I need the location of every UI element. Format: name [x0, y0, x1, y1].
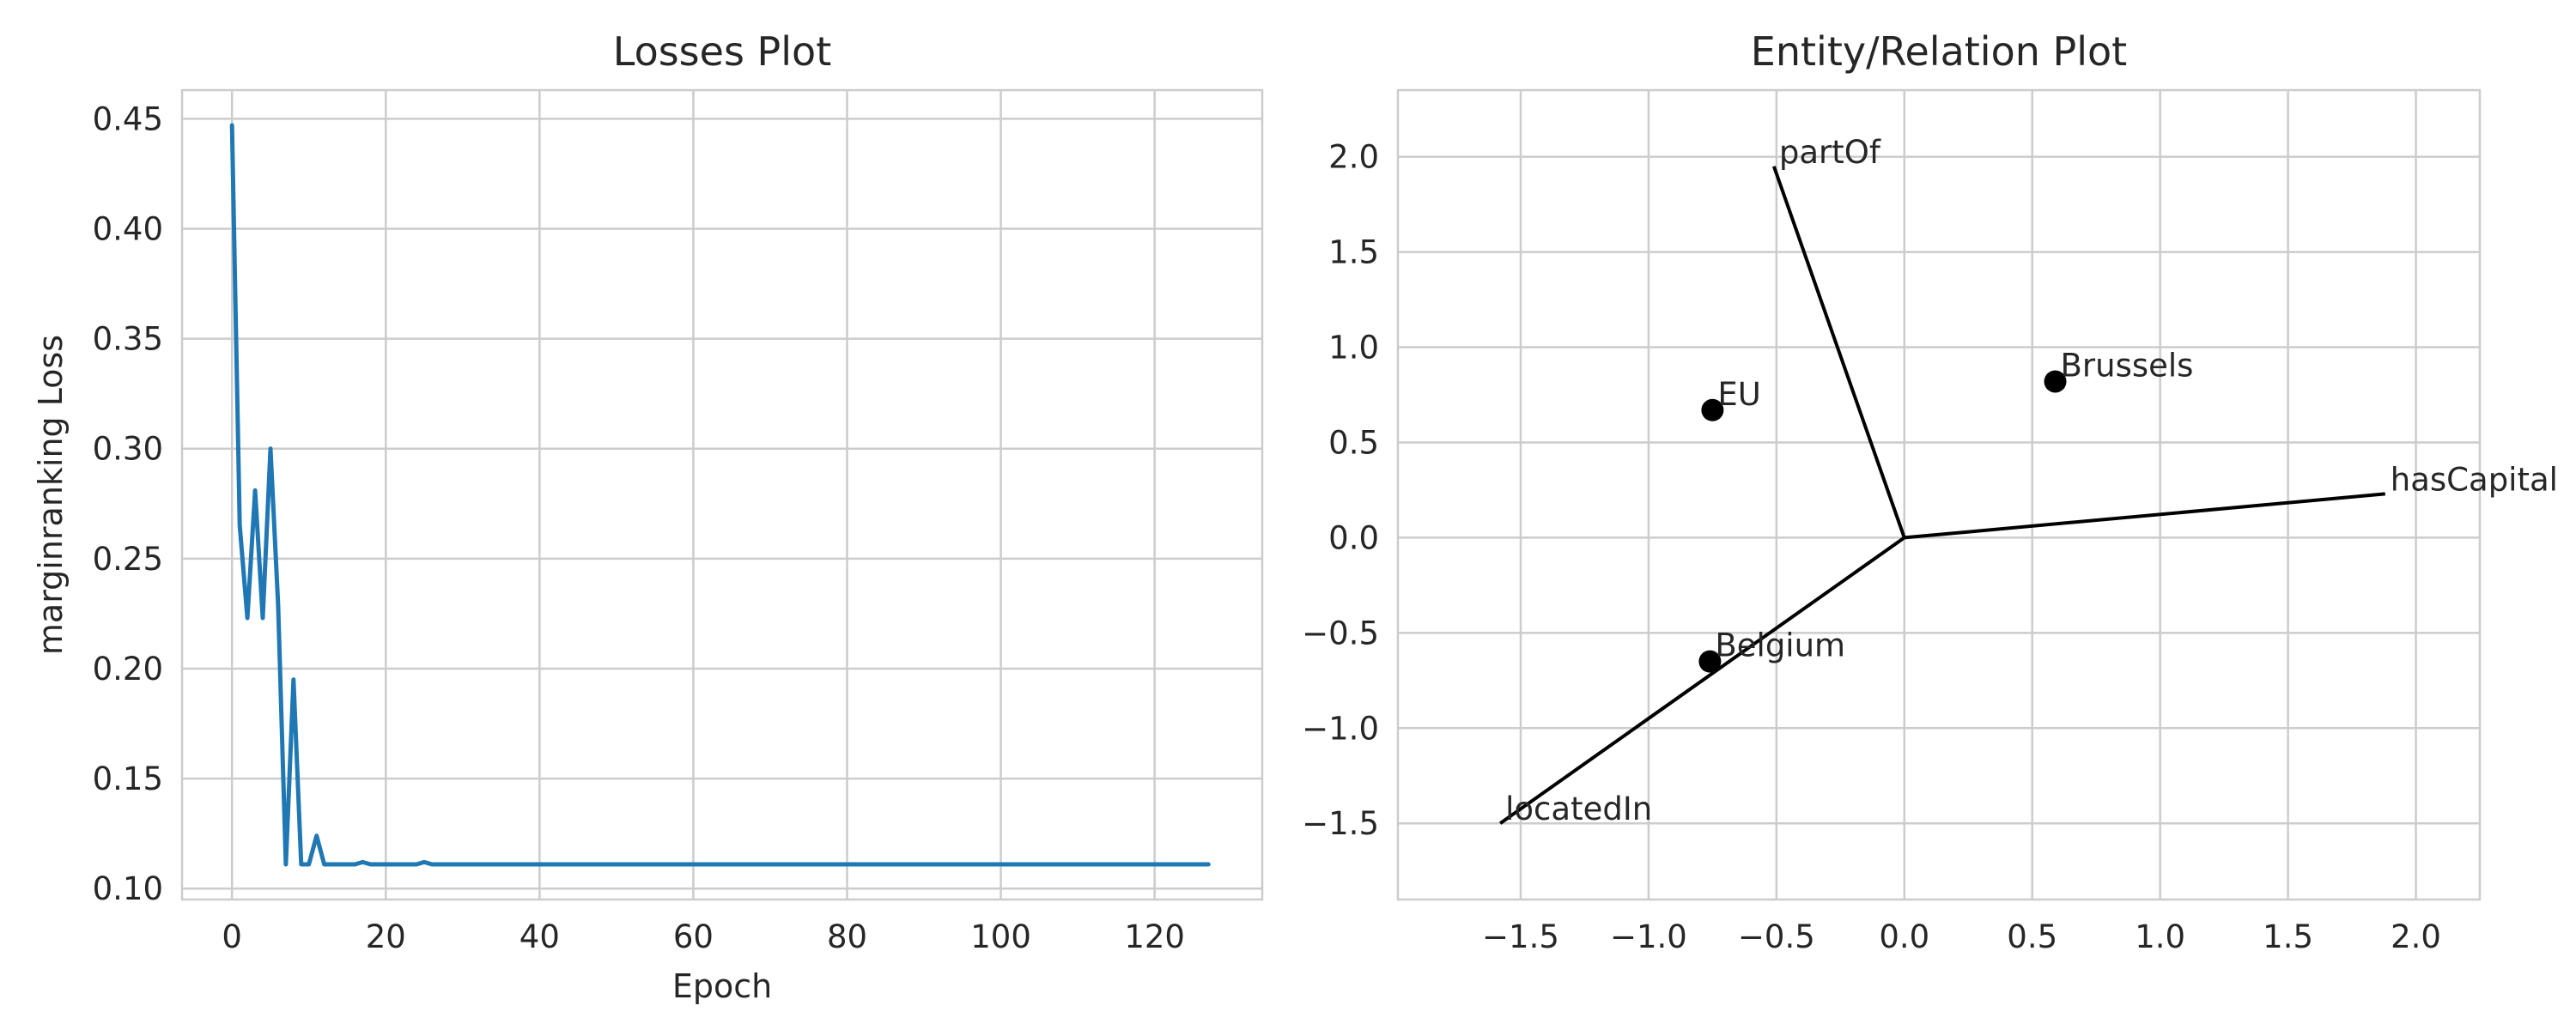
x-tick-label: 2.0	[2391, 918, 2441, 955]
y-tick-label: 2.0	[1328, 139, 1379, 176]
x-tick-label: −1.0	[1610, 918, 1687, 955]
y-tick-label: −1.5	[1302, 805, 1379, 842]
y-tick-label: 0.20	[93, 651, 163, 688]
plot-frame	[180, 88, 1264, 901]
relation-label: hasCapital	[2391, 461, 2558, 498]
loss-line	[229, 123, 1211, 867]
x-tick-label: 1.0	[2135, 918, 2185, 955]
chart-title: Entity/Relation Plot	[1751, 28, 2127, 75]
relation-vector-partOf	[1771, 166, 1906, 539]
relation-label: locatedIn	[1505, 791, 1652, 827]
y-tick-label: 0.45	[93, 100, 163, 137]
y-axis-label: marginranking Loss	[32, 335, 70, 655]
entity-relation-plot-panel: −1.5 −1.0 −0.5 0.0 0.5 1.0 1.5 2.0 −1.5 −1.0 −0.5 0…	[1302, 28, 2558, 955]
losses-plot-panel: 0 20 40 60 80 100 120 0.10 0.15 0.20 0.25 0.30 0.35 0…	[32, 28, 1264, 1005]
entity-label: Brussels	[2061, 347, 2194, 384]
x-tick-label: −0.5	[1738, 918, 1815, 955]
x-tick-label: 1.5	[2263, 918, 2313, 955]
x-tick-label: 0.0	[1879, 918, 1929, 955]
y-tick-label: 0.0	[1328, 519, 1379, 556]
entity-label: Belgium	[1715, 627, 1845, 664]
y-tick-label: 0.15	[93, 760, 163, 797]
y-tick-label: 1.0	[1328, 330, 1379, 367]
relation-vector-locatedIn	[1498, 536, 1905, 825]
y-tick-label: 0.10	[93, 870, 163, 907]
plot-frame	[1396, 88, 2482, 901]
x-axis-label: Epoch	[672, 967, 772, 1005]
y-tick-label: −1.0	[1302, 710, 1379, 747]
y-tick-label: 0.35	[93, 321, 163, 358]
y-tick-label: −0.5	[1302, 615, 1379, 651]
x-tick-label: 40	[519, 918, 560, 955]
x-tick-label: 80	[827, 918, 867, 955]
y-tick-label: 0.30	[93, 431, 163, 468]
y-tick-label: 0.25	[93, 541, 163, 578]
y-tick-label: 0.5	[1328, 424, 1379, 461]
relation-label: partOf	[1779, 134, 1881, 171]
entity-point-belgium	[1698, 650, 1722, 673]
x-tick-label: 100	[970, 918, 1031, 955]
x-tick-label: 60	[673, 918, 714, 955]
x-tick-label: 120	[1124, 918, 1185, 955]
x-tick-label: 0.5	[2007, 918, 2057, 955]
entity-label: EU	[1717, 376, 1760, 413]
entity-point-brussels	[2044, 370, 2067, 393]
x-tick-label: 0	[222, 918, 242, 955]
entity-point-eu	[1701, 398, 1724, 421]
chart-title: Losses Plot	[613, 28, 831, 75]
relation-vector-hasCapital	[1904, 492, 2385, 540]
y-tick-label: 1.5	[1328, 234, 1379, 271]
x-tick-label: −1.5	[1482, 918, 1559, 955]
y-tick-label: 0.40	[93, 210, 163, 247]
x-tick-label: 20	[366, 918, 406, 955]
